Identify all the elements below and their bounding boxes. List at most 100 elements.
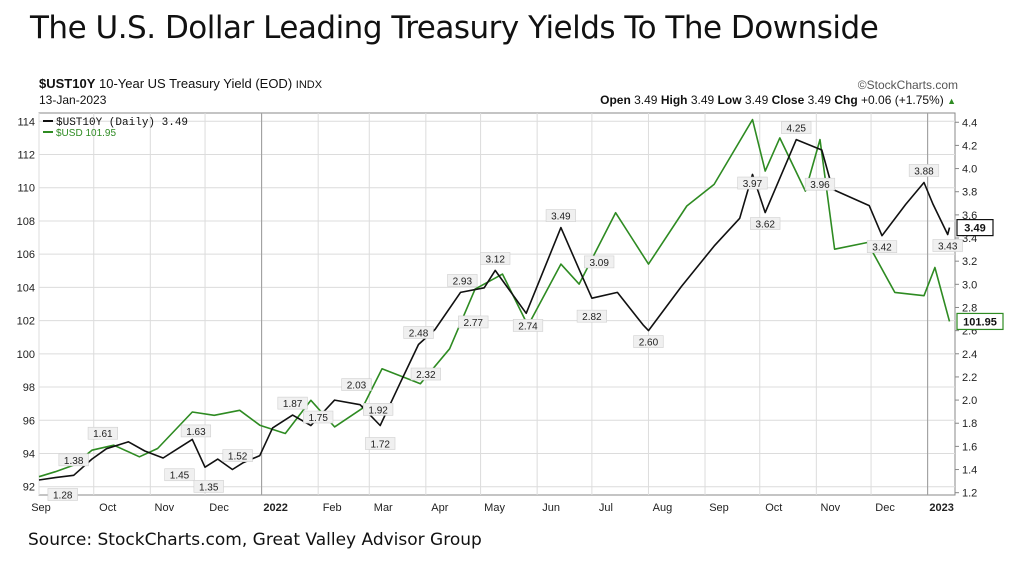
high-label: High	[660, 93, 688, 107]
data-label: 1.63	[186, 427, 206, 438]
data-label-box	[866, 240, 898, 254]
data-label-box	[512, 319, 544, 332]
low-label: Low	[717, 93, 742, 107]
data-label-box	[47, 488, 78, 501]
data-label: 3.97	[743, 179, 763, 190]
symbol: $UST10Y	[39, 76, 96, 91]
last-value-tag-usd	[956, 312, 1004, 331]
y-tick-label-right: 1.8	[962, 418, 977, 430]
last-value-usd: 101.95	[963, 316, 997, 328]
x-tick-label: 2023	[929, 502, 953, 514]
data-label-box	[804, 177, 836, 191]
x-tick-label: Nov	[155, 502, 175, 514]
chart-date: 13-Jan-2023	[39, 93, 107, 107]
data-label: 1.35	[199, 482, 219, 493]
close-value: 3.49	[807, 93, 831, 107]
y-tick-label-left: 110	[17, 183, 35, 195]
y-tick-label-left: 92	[23, 482, 35, 494]
data-label-box	[193, 480, 224, 493]
exchange: INDX	[295, 79, 323, 91]
y-tick-label-left: 112	[17, 150, 35, 162]
data-label: 2.03	[347, 381, 367, 392]
x-tick-label: Mar	[374, 502, 393, 514]
data-label: 3.49	[551, 212, 571, 223]
symbol-description: 10-Year US Treasury Yield (EOD)	[99, 76, 293, 91]
y-tick-label-right: 1.6	[962, 441, 977, 453]
data-label-box	[576, 309, 607, 323]
plot-area	[38, 112, 956, 496]
data-label: 2.82	[582, 312, 602, 323]
x-tick-label: Aug	[653, 502, 673, 514]
data-label-box	[458, 315, 489, 329]
y-tick-label-left: 94	[23, 448, 35, 460]
data-label: 1.45	[170, 471, 190, 482]
data-label-box	[737, 176, 768, 190]
data-label-box	[180, 424, 212, 438]
data-label-box	[58, 453, 89, 467]
line-chart: 92 94 96 98 100 102 104 106 108 110 112 114 1.2 1.4 1.…	[17, 112, 1004, 514]
high-value: 3.49	[690, 93, 715, 107]
y-tick-label-left: 100	[17, 349, 35, 361]
data-label-box	[403, 326, 434, 339]
y-tick-label-right: 1.4	[962, 465, 977, 477]
y-tick-label-left: 102	[17, 316, 35, 328]
data-label: 3.42	[872, 243, 892, 254]
y-tick-label-right: 2.8	[962, 302, 977, 314]
data-label-box	[750, 217, 781, 230]
data-label-box	[932, 239, 963, 252]
x-tick-label: Oct	[765, 502, 782, 514]
data-label: 1.28	[53, 490, 73, 501]
data-label-box	[584, 255, 615, 269]
data-label-box	[447, 274, 478, 287]
last-value-tag-ust10y	[956, 219, 994, 237]
data-label: 3.43	[938, 242, 958, 253]
data-label: 3.96	[810, 180, 830, 191]
y-tick-label-right: 4.4	[962, 117, 977, 129]
open-value: 3.49	[634, 93, 658, 107]
x-tick-label: Sep	[709, 502, 729, 514]
data-label-box	[365, 437, 396, 450]
data-label-box	[633, 335, 664, 348]
data-label: 3.09	[589, 258, 609, 269]
x-tick-label: Apr	[431, 502, 448, 514]
data-label: 1.75	[308, 413, 328, 424]
y-tick-label-right: 2.4	[962, 349, 977, 361]
legend-label-usd: $USD 101.95	[56, 128, 116, 139]
data-label-box	[87, 426, 118, 440]
data-label: 2.32	[416, 370, 436, 381]
ohlc-readout: Open 3.49 High 3.49 Low 3.49 Close 3.49 …	[600, 93, 956, 107]
data-label: 1.72	[370, 439, 390, 450]
last-value-ust10y: 3.49	[964, 223, 985, 235]
x-tick-label: Nov	[821, 502, 841, 514]
data-label: 2.93	[453, 276, 473, 287]
data-label: 2.77	[464, 318, 484, 329]
series-line-ust10y	[38, 138, 951, 481]
y-tick-label-right: 1.2	[962, 488, 977, 500]
data-label-box	[363, 403, 394, 416]
y-tick-label-right: 2.0	[962, 395, 977, 407]
y-tick-label-left: 104	[17, 282, 35, 294]
data-label-box	[222, 449, 253, 462]
data-label-box	[410, 367, 441, 381]
data-label: 1.52	[228, 452, 248, 463]
x-tick-label: Dec	[209, 502, 229, 514]
chg-value: +0.06 (+1.75%)	[861, 93, 944, 107]
x-tick-label: Feb	[323, 502, 342, 514]
data-label: 3.62	[755, 220, 775, 231]
x-tick-label: May	[484, 502, 505, 514]
y-tick-label-left: 96	[23, 415, 35, 427]
y-tick-label-left: 108	[17, 216, 35, 228]
x-tick-label: Jun	[542, 502, 560, 514]
data-label-box	[341, 378, 372, 391]
triangle-up-icon: ▲	[947, 96, 956, 106]
y-tick-label-right: 4.0	[962, 164, 977, 176]
data-label: 2.74	[518, 321, 538, 332]
x-tick-label: 2022	[263, 502, 287, 514]
chg-label: Chg	[834, 93, 858, 107]
x-tick-label: Oct	[99, 502, 116, 514]
data-label-box	[277, 396, 308, 410]
source-note: Source: StockCharts.com, Great Valley Ad…	[28, 530, 482, 550]
x-tick-label: Sep	[31, 502, 51, 514]
data-label: 3.12	[485, 254, 505, 265]
data-label: 4.25	[787, 124, 807, 135]
